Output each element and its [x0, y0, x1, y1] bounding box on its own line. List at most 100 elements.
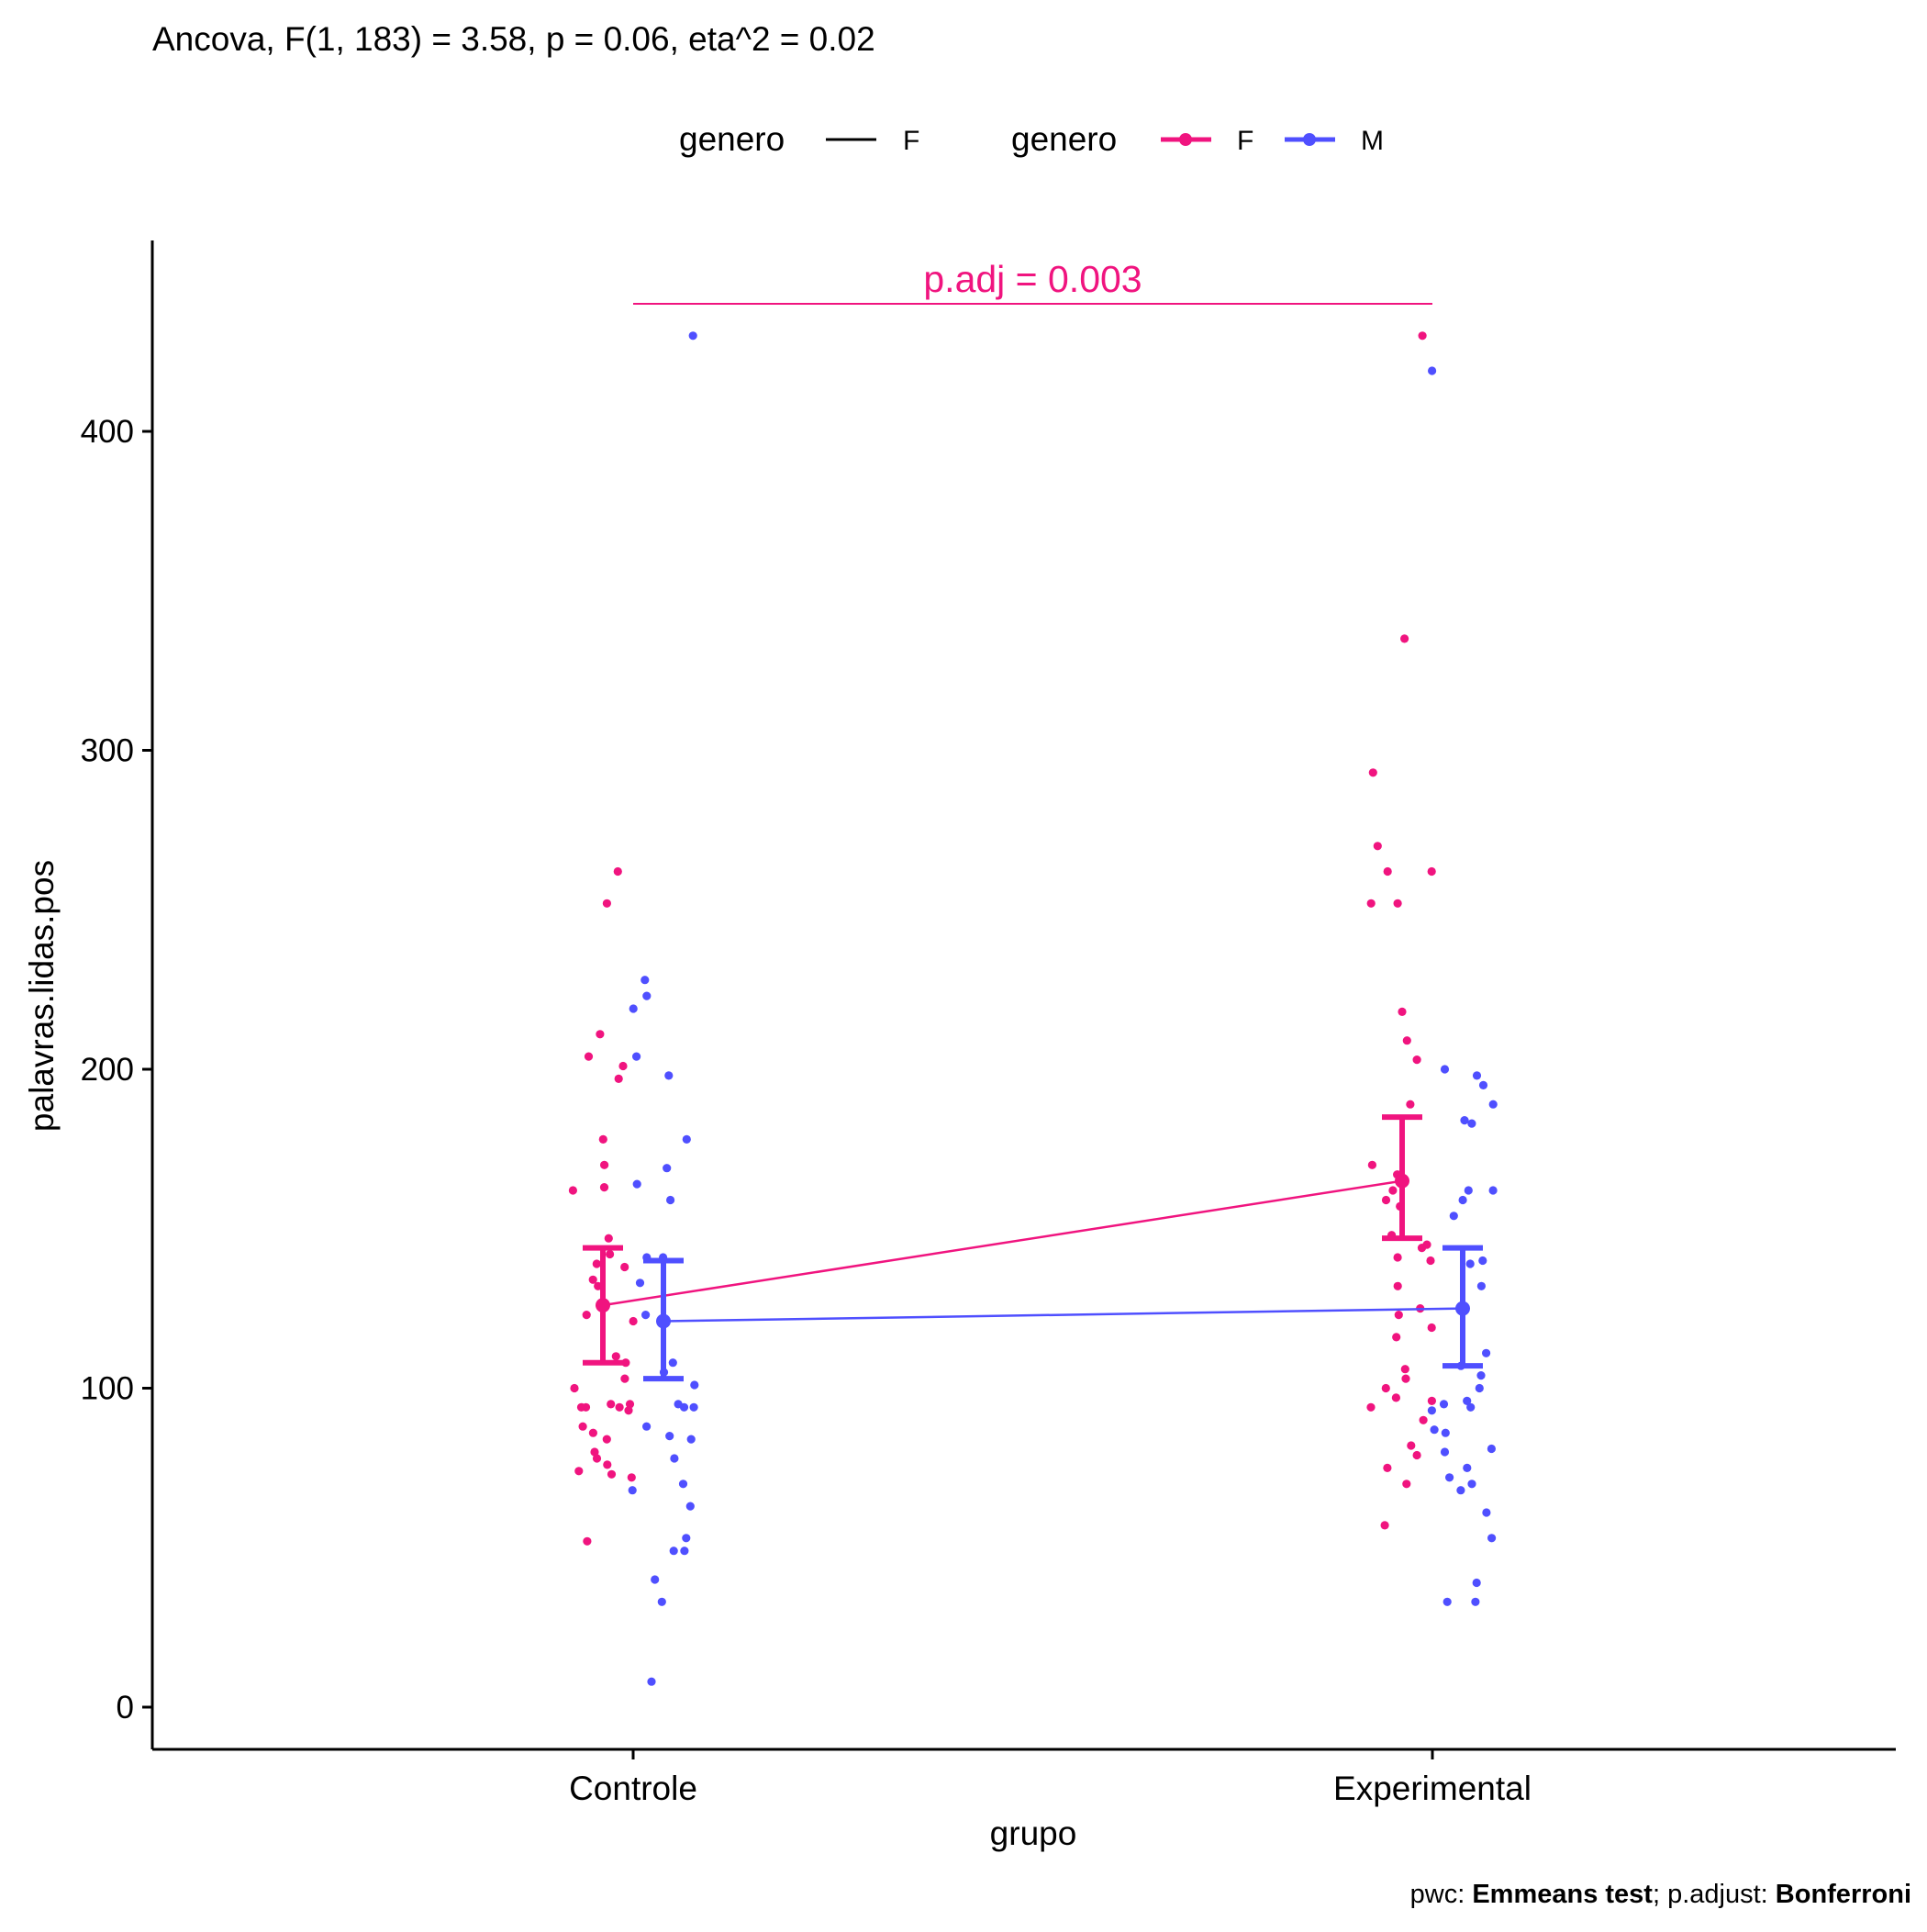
data-point-m-experimental — [1463, 1396, 1472, 1405]
data-point-f-controle — [599, 1183, 609, 1192]
data-point-f-experimental — [1412, 1055, 1421, 1065]
data-point-f-controle — [607, 1469, 617, 1479]
data-point-f-controle — [613, 866, 622, 877]
data-point-f-experimental — [1381, 1383, 1390, 1393]
data-point-m-experimental — [1472, 1071, 1482, 1080]
data-point-f-controle — [596, 1030, 605, 1039]
data-point-f-controle — [614, 1074, 623, 1083]
data-point-m-controle — [641, 1311, 651, 1320]
x-axis-title: grupo — [990, 1815, 1077, 1852]
data-point-f-controle — [582, 1311, 591, 1320]
data-point-f-controle — [602, 1435, 611, 1444]
data-point-f-experimental — [1402, 1480, 1411, 1489]
data-point-m-controle — [689, 1402, 698, 1412]
data-point-f-controle — [592, 1259, 601, 1268]
data-point-m-experimental — [1482, 1508, 1491, 1517]
data-point-m-controle — [678, 1480, 688, 1489]
caption: pwc: Emmeans test; p.adjust: Bonferroni — [1410, 1880, 1911, 1909]
data-point-f-controle — [611, 1352, 620, 1361]
y-tick-label-200: 200 — [81, 1052, 134, 1088]
significance-label: p.adj = 0.003 — [923, 258, 1142, 300]
data-point-f-controle — [584, 1052, 594, 1061]
y-axis-title: palavras.lidas.pos — [23, 860, 61, 1132]
data-point-m-experimental — [1465, 1259, 1475, 1268]
error-bar-m-experimental — [1442, 1245, 1483, 1369]
data-point-f-controle — [607, 1400, 616, 1409]
data-point-f-experimental — [1366, 899, 1376, 908]
data-point-f-controle — [624, 1406, 633, 1415]
data-point-f-experimental — [1402, 1036, 1411, 1045]
data-point-m-experimental — [1442, 1597, 1452, 1606]
data-point-f-controle — [625, 1400, 635, 1409]
y-tick-label-300: 300 — [81, 733, 134, 769]
axes: 0 100 200 300 400 Controle Experimental — [81, 240, 1896, 1807]
data-point-m-experimental — [1463, 1463, 1472, 1472]
data-point-f-experimental — [1380, 1521, 1389, 1530]
data-point-f-controle — [603, 1460, 612, 1469]
caption-method: Bonferroni — [1776, 1880, 1911, 1909]
mean-point-f-controle — [596, 1298, 610, 1313]
data-point-f-experimental — [1392, 1333, 1401, 1342]
data-point-m-experimental — [1458, 1195, 1467, 1205]
data-point-f-controle — [618, 1061, 628, 1071]
data-point-m-controle — [664, 1071, 674, 1080]
data-point-m-experimental — [1488, 1100, 1498, 1109]
data-point-f-controle — [592, 1454, 602, 1463]
data-point-f-experimental — [1398, 1007, 1407, 1016]
data-point-m-controle — [679, 1402, 689, 1412]
data-point-f-experimental — [1368, 768, 1377, 777]
data-point-m-experimental — [1487, 1534, 1497, 1543]
mean-point-m-controle — [656, 1313, 671, 1329]
data-point-m-experimental — [1440, 1447, 1450, 1457]
data-point-f-experimental — [1373, 842, 1382, 851]
data-point-m-experimental — [1471, 1597, 1480, 1606]
data-point-f-experimental — [1406, 1100, 1415, 1109]
data-point-f-experimental — [1393, 1253, 1402, 1262]
data-point-m-controle — [685, 1502, 695, 1511]
data-point-m-experimental — [1427, 1406, 1436, 1415]
data-point-m-experimental — [1472, 1578, 1481, 1588]
data-point-f-experimental — [1381, 1195, 1391, 1205]
data-point-f-experimental — [1426, 1256, 1435, 1266]
data-point-m-controle — [690, 1380, 699, 1390]
data-point-m-controle — [668, 1358, 677, 1368]
data-point-f-experimental — [1394, 1311, 1403, 1320]
mean-point-f-experimental — [1395, 1173, 1409, 1189]
data-point-m-controle — [688, 331, 697, 341]
data-point-f-experimental — [1401, 1374, 1410, 1383]
data-point-f-controle — [600, 1160, 609, 1169]
data-point-m-controle — [632, 1052, 641, 1061]
data-point-m-experimental — [1467, 1480, 1476, 1489]
chart-title: Ancova, F(1, 183) = 3.58, p = 0.06, eta^… — [152, 20, 875, 58]
data-point-m-controle — [657, 1597, 666, 1606]
data-point-f-controle — [568, 1186, 578, 1195]
data-point-m-experimental — [1430, 1425, 1439, 1435]
data-point-m-experimental — [1464, 1186, 1473, 1195]
data-point-f-experimental — [1427, 866, 1436, 877]
data-point-m-controle — [635, 1279, 645, 1288]
data-point-m-experimental — [1428, 366, 1437, 375]
data-point-m-controle — [642, 991, 652, 1000]
data-point-m-controle — [680, 1547, 689, 1556]
data-point-m-controle — [640, 976, 650, 985]
data-point-f-controle — [578, 1422, 587, 1431]
caption-middle: ; p.adjust: — [1653, 1880, 1776, 1909]
data-point-f-controle — [606, 1249, 615, 1259]
data-point-m-experimental — [1476, 1281, 1486, 1290]
data-point-f-experimental — [1383, 866, 1392, 877]
data-point-m-experimental — [1476, 1371, 1486, 1380]
legend-line-label-f: F — [903, 126, 919, 156]
data-point-m-controle — [651, 1575, 660, 1584]
error-bar-f-controle — [583, 1245, 623, 1366]
data-point-f-experimental — [1391, 1393, 1400, 1402]
legend-point-label-f: F — [1237, 126, 1253, 156]
data-point-f-controle — [583, 1536, 592, 1546]
data-point-f-controle — [598, 1134, 607, 1144]
legend-key-m-point — [1303, 133, 1316, 146]
data-point-m-experimental — [1478, 1080, 1488, 1089]
legend-point-title: genero — [1011, 120, 1117, 158]
data-point-f-controle — [588, 1428, 598, 1437]
data-point-f-experimental — [1427, 1396, 1436, 1405]
mean-point-m-experimental — [1455, 1301, 1470, 1316]
data-point-m-controle — [628, 1486, 637, 1495]
